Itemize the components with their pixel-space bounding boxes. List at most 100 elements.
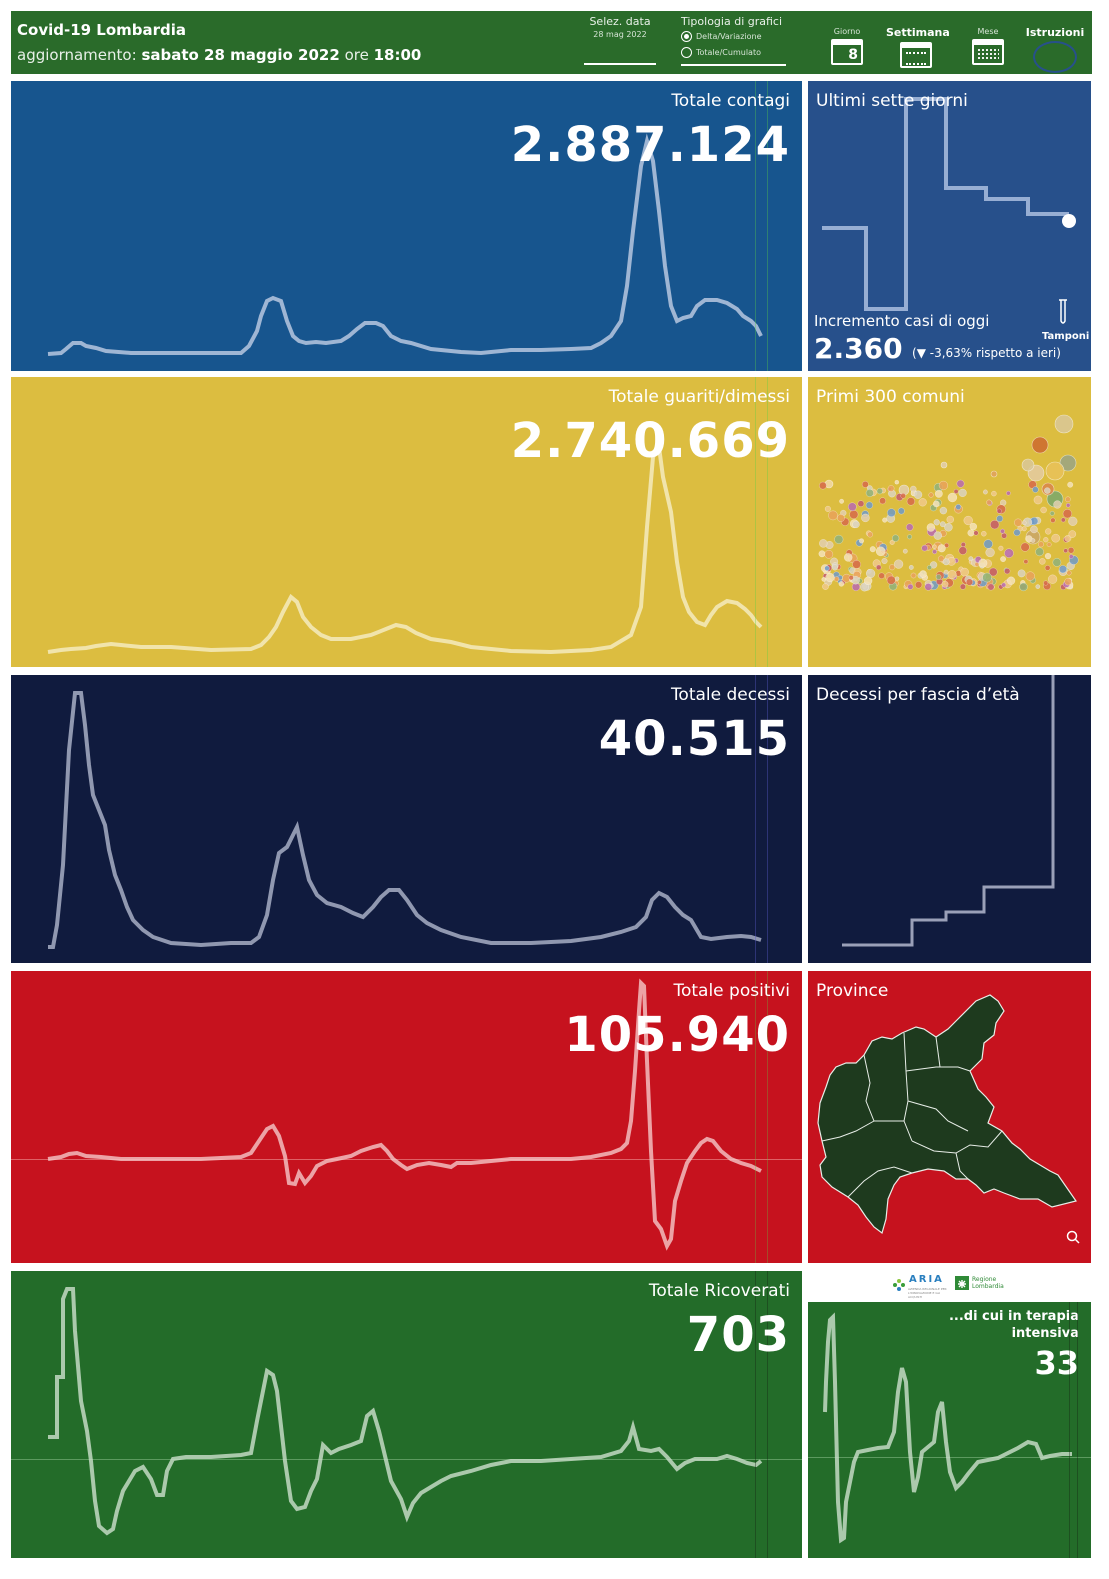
period-week-button[interactable]: Settimana bbox=[886, 26, 950, 68]
comune-bubble[interactable] bbox=[981, 530, 987, 537]
comune-bubble[interactable] bbox=[869, 546, 876, 553]
comune-bubble[interactable] bbox=[876, 487, 883, 495]
comune-bubble[interactable] bbox=[913, 490, 923, 499]
comune-bubble[interactable] bbox=[886, 575, 896, 585]
comune-bubble[interactable] bbox=[1068, 530, 1077, 538]
comune-bubble[interactable] bbox=[977, 579, 982, 585]
comune-bubble[interactable] bbox=[910, 485, 917, 493]
date-slider-track[interactable] bbox=[584, 63, 656, 65]
date-selector[interactable]: Selez. data 28 mag 2022 bbox=[584, 15, 656, 65]
comune-bubble[interactable] bbox=[996, 508, 1002, 514]
comune-bubble[interactable] bbox=[958, 546, 968, 555]
comune-bubble[interactable] bbox=[1060, 517, 1066, 523]
comune-bubble[interactable] bbox=[1065, 496, 1071, 503]
comune-bubble[interactable] bbox=[1006, 576, 1016, 585]
comune-bubble[interactable] bbox=[1045, 528, 1052, 535]
comune-bubble[interactable] bbox=[847, 502, 857, 512]
comune-bubble[interactable] bbox=[875, 564, 882, 571]
comune-bubble[interactable] bbox=[938, 480, 949, 491]
period-day-button[interactable]: Giorno 8 bbox=[826, 27, 868, 65]
comune-bubble[interactable] bbox=[1062, 509, 1073, 519]
comune-bubble[interactable] bbox=[990, 519, 1000, 530]
comune-bubble[interactable] bbox=[1040, 506, 1047, 514]
comune-bubble[interactable] bbox=[998, 545, 1004, 551]
comune-bubble[interactable] bbox=[908, 564, 914, 570]
comune-bubble[interactable] bbox=[921, 544, 928, 552]
comune-bubble[interactable] bbox=[924, 583, 933, 591]
comune-bubble[interactable] bbox=[1013, 529, 1021, 537]
comune-bubble[interactable] bbox=[1000, 528, 1005, 534]
comune-bubble[interactable] bbox=[958, 488, 967, 498]
comune-bubble[interactable] bbox=[963, 515, 973, 526]
comune-bubble[interactable] bbox=[1067, 547, 1075, 554]
comune-bubble[interactable] bbox=[1021, 526, 1027, 532]
comune-bubble[interactable] bbox=[968, 556, 974, 562]
comune-bubble[interactable] bbox=[818, 550, 826, 558]
comune-bubble[interactable] bbox=[1050, 517, 1056, 523]
comune-bubble[interactable] bbox=[1044, 487, 1051, 494]
comune-bubble[interactable] bbox=[960, 567, 969, 577]
comune-bubble[interactable] bbox=[935, 574, 942, 580]
comune-bubble[interactable] bbox=[1004, 548, 1014, 558]
comune-bubble[interactable] bbox=[933, 519, 940, 526]
comune-bubble[interactable] bbox=[986, 499, 992, 506]
comune-bubble[interactable] bbox=[956, 479, 965, 488]
comune-bubble[interactable] bbox=[985, 547, 995, 558]
comune-bubble[interactable] bbox=[1023, 559, 1029, 565]
province-map[interactable] bbox=[808, 971, 1091, 1263]
period-month-button[interactable]: Mese bbox=[966, 27, 1010, 65]
comuni-bubble-chart[interactable] bbox=[808, 377, 1091, 667]
comune-bubble[interactable] bbox=[861, 480, 869, 488]
comune-bubble[interactable] bbox=[1019, 582, 1028, 592]
zoom-search-icon[interactable] bbox=[1066, 1229, 1080, 1244]
comune-bubble[interactable] bbox=[919, 570, 927, 578]
comune-bubble[interactable] bbox=[937, 555, 945, 562]
comune-bubble[interactable] bbox=[825, 572, 835, 583]
comune-bubble[interactable] bbox=[893, 559, 904, 569]
comune-bubble[interactable] bbox=[879, 497, 887, 505]
comune-bubble[interactable] bbox=[819, 539, 828, 548]
comune-bubble[interactable] bbox=[988, 567, 998, 577]
comune-bubble[interactable] bbox=[865, 568, 876, 579]
comune-bubble[interactable] bbox=[867, 531, 874, 538]
comune-bubble[interactable] bbox=[894, 576, 900, 581]
comune-bubble[interactable] bbox=[852, 520, 860, 529]
comune-bubble[interactable] bbox=[1068, 554, 1074, 559]
comune-bubble[interactable] bbox=[969, 522, 978, 531]
comune-bubble[interactable] bbox=[906, 497, 916, 506]
comune-bubble[interactable] bbox=[819, 481, 827, 490]
comune-bubble[interactable] bbox=[849, 509, 859, 520]
comune-bubble[interactable] bbox=[941, 580, 949, 588]
chart-type-option-delta[interactable]: Delta/Variazione bbox=[681, 31, 791, 42]
comune-bubble[interactable] bbox=[978, 558, 988, 568]
comune-bubble[interactable] bbox=[824, 505, 831, 512]
comune-bubble[interactable] bbox=[833, 576, 840, 582]
comune-bubble[interactable] bbox=[907, 534, 913, 540]
comune-bubble[interactable] bbox=[891, 534, 900, 542]
comune-bubble[interactable] bbox=[946, 515, 955, 524]
comune-bubble[interactable] bbox=[955, 504, 962, 510]
comune-bubble[interactable] bbox=[1058, 565, 1067, 574]
comune-bubble[interactable] bbox=[932, 549, 938, 555]
comune-bubble[interactable] bbox=[875, 546, 886, 557]
comune-bubble[interactable] bbox=[1068, 516, 1078, 526]
comune-bubble[interactable] bbox=[1001, 582, 1007, 588]
comune-bubble[interactable] bbox=[1017, 569, 1026, 578]
comune-bubble[interactable] bbox=[982, 489, 988, 495]
comune-bubble[interactable] bbox=[838, 581, 845, 587]
comune-bubble[interactable] bbox=[902, 548, 908, 554]
comune-bubble[interactable] bbox=[991, 490, 997, 497]
test-tube-icon[interactable] bbox=[1056, 296, 1070, 326]
instructions-button[interactable]: Istruzioni bbox=[1025, 26, 1085, 73]
comune-bubble[interactable] bbox=[1046, 542, 1052, 547]
comune-bubble[interactable] bbox=[882, 517, 888, 523]
comune-bubble[interactable] bbox=[858, 538, 865, 544]
comune-bubble[interactable] bbox=[852, 560, 861, 569]
comune-bubble[interactable] bbox=[1021, 520, 1027, 526]
comune-bubble[interactable] bbox=[1043, 580, 1049, 586]
comune-bubble[interactable] bbox=[905, 523, 914, 531]
comune-bubble[interactable] bbox=[1044, 565, 1051, 571]
comune-bubble[interactable] bbox=[865, 501, 874, 509]
comune-bubble[interactable] bbox=[1000, 556, 1007, 563]
comune-bubble[interactable] bbox=[887, 508, 896, 518]
